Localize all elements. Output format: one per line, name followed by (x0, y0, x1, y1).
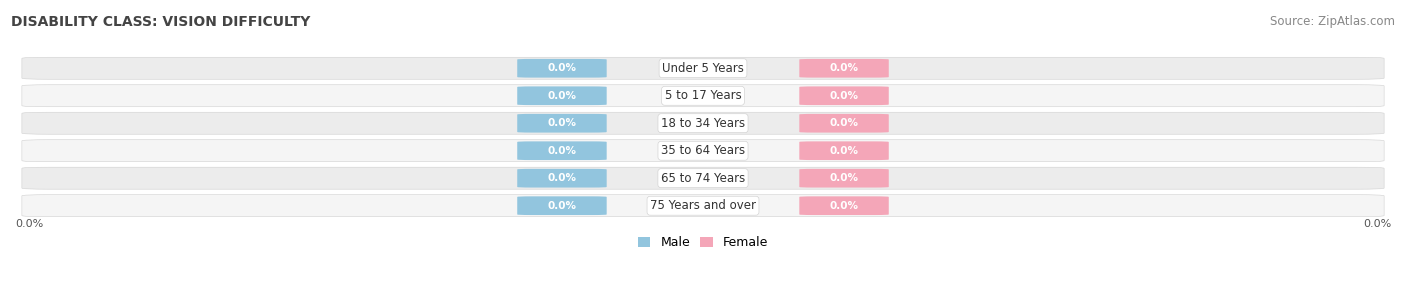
FancyBboxPatch shape (517, 169, 606, 188)
FancyBboxPatch shape (517, 141, 606, 160)
FancyBboxPatch shape (517, 196, 606, 215)
Text: 0.0%: 0.0% (547, 118, 576, 128)
Text: 0.0%: 0.0% (547, 201, 576, 211)
Text: 0.0%: 0.0% (830, 201, 859, 211)
FancyBboxPatch shape (517, 86, 606, 105)
FancyBboxPatch shape (22, 57, 1384, 79)
Text: Source: ZipAtlas.com: Source: ZipAtlas.com (1270, 15, 1395, 28)
Legend: Male, Female: Male, Female (638, 237, 768, 250)
FancyBboxPatch shape (22, 195, 1384, 217)
Text: 0.0%: 0.0% (830, 146, 859, 156)
Text: 5 to 17 Years: 5 to 17 Years (665, 89, 741, 102)
Text: 0.0%: 0.0% (830, 118, 859, 128)
FancyBboxPatch shape (22, 167, 1384, 189)
FancyBboxPatch shape (22, 85, 1384, 107)
FancyBboxPatch shape (800, 196, 889, 215)
Text: 0.0%: 0.0% (547, 146, 576, 156)
Text: 75 Years and over: 75 Years and over (650, 199, 756, 212)
FancyBboxPatch shape (517, 114, 606, 133)
FancyBboxPatch shape (22, 112, 1384, 134)
Text: 0.0%: 0.0% (547, 173, 576, 183)
FancyBboxPatch shape (800, 59, 889, 78)
FancyBboxPatch shape (800, 114, 889, 133)
Text: 18 to 34 Years: 18 to 34 Years (661, 117, 745, 130)
Text: 0.0%: 0.0% (15, 219, 44, 230)
Text: 0.0%: 0.0% (830, 91, 859, 101)
Text: 0.0%: 0.0% (547, 91, 576, 101)
Text: 0.0%: 0.0% (547, 63, 576, 73)
Text: 0.0%: 0.0% (1362, 219, 1391, 230)
Text: 0.0%: 0.0% (830, 63, 859, 73)
Text: 0.0%: 0.0% (830, 173, 859, 183)
Text: 65 to 74 Years: 65 to 74 Years (661, 172, 745, 185)
Text: Under 5 Years: Under 5 Years (662, 62, 744, 75)
Text: DISABILITY CLASS: VISION DIFFICULTY: DISABILITY CLASS: VISION DIFFICULTY (11, 15, 311, 29)
FancyBboxPatch shape (800, 169, 889, 188)
FancyBboxPatch shape (517, 59, 606, 78)
FancyBboxPatch shape (22, 140, 1384, 162)
FancyBboxPatch shape (800, 86, 889, 105)
FancyBboxPatch shape (800, 141, 889, 160)
Text: 35 to 64 Years: 35 to 64 Years (661, 144, 745, 157)
